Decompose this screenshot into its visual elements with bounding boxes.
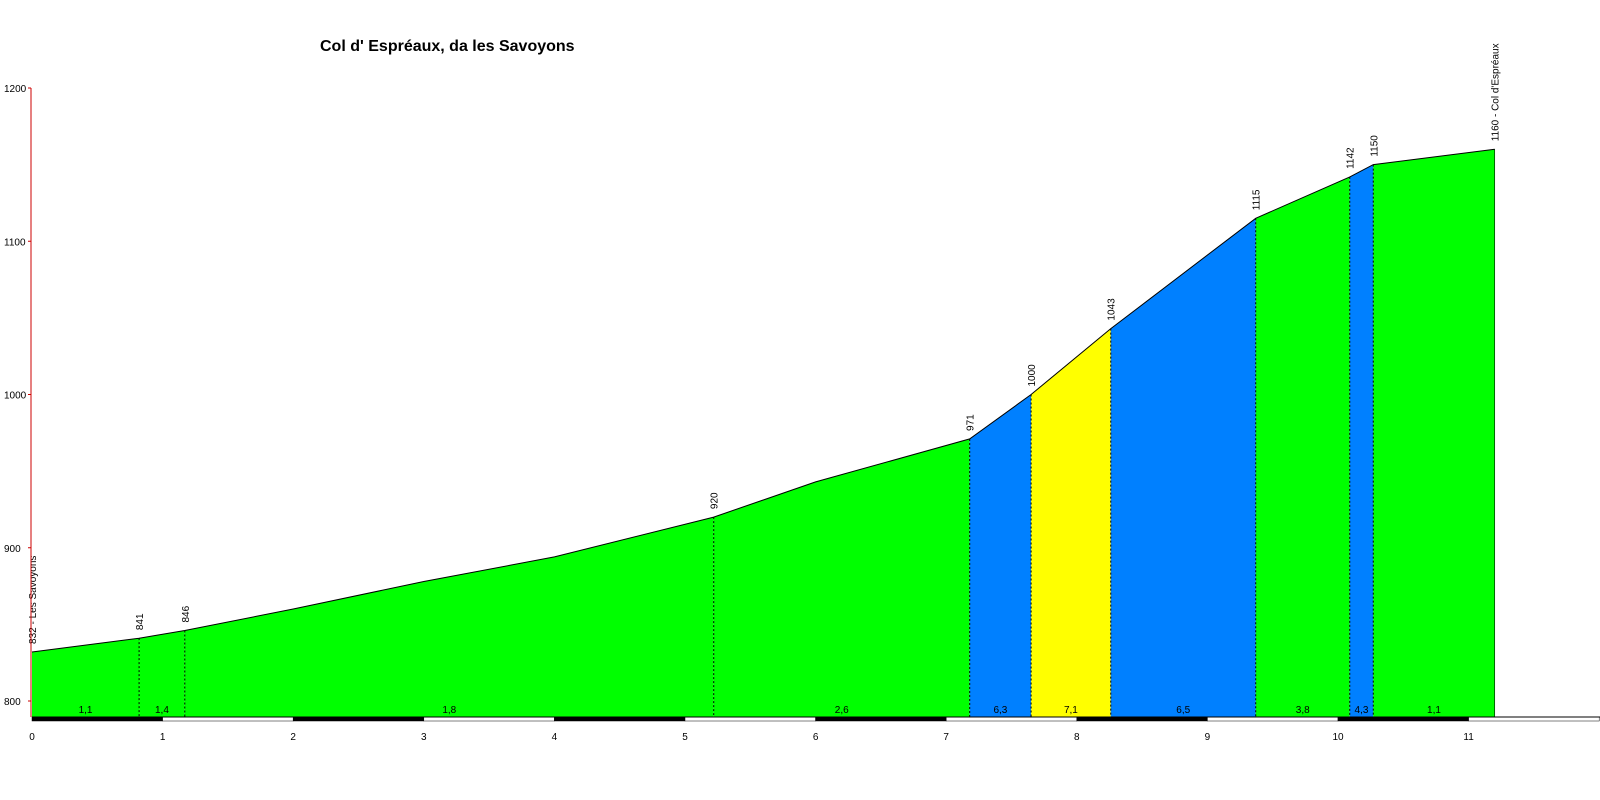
segment-fill-9	[1349, 164, 1374, 718]
scale-block-1	[162, 716, 294, 722]
scale-block-4	[554, 716, 686, 722]
segment-fill-1	[32, 638, 140, 717]
gradient-label-7: 6,5	[1176, 705, 1190, 716]
gradient-label-3: 1,8	[442, 705, 456, 716]
y-tick-label-1200: 1200	[4, 84, 27, 95]
waypoint-label-841: 841	[135, 613, 146, 630]
segment-dividers	[138, 164, 1374, 717]
waypoint-label-1115: 1115	[1252, 189, 1263, 210]
gradient-label-6: 7,1	[1064, 705, 1078, 716]
start-label: 832 - Les Savoyons	[28, 556, 39, 644]
segment-fill-3	[184, 517, 714, 717]
y-tick-label-1100: 1100	[4, 237, 26, 248]
axes: 800 900 1000 1100 1200 0 1 2 3 4 5 6 7 8 9 10 11	[4, 84, 1600, 743]
segment-fill-4	[713, 438, 970, 717]
segment-fill-8	[1255, 176, 1350, 717]
profile-outline	[31, 148, 1496, 717]
scale-block-2	[292, 716, 425, 722]
distance-scale-bar	[31, 716, 1600, 722]
waypoint-label-1150: 1150	[1369, 135, 1380, 157]
waypoint-label-1043: 1043	[1107, 298, 1118, 321]
y-tick-label-800: 800	[4, 697, 21, 708]
scale-block-0	[31, 716, 163, 722]
scale-block-6	[815, 716, 947, 722]
summit-label: 1160 - Col d'Espréaux	[1491, 43, 1502, 141]
gradient-label-9: 4,3	[1355, 705, 1369, 716]
gradient-labels: 1,1 1,4 1,8 2,6 6,3 7,1 6,5 3,8 4,3 1,1	[79, 705, 1442, 716]
waypoint-labels: 832 - Les Savoyons 841 846 920 971 1000 1043 11…	[28, 43, 1502, 644]
x-tick-label-6: 6	[813, 732, 819, 743]
gradient-label-4: 2,6	[835, 705, 849, 716]
x-tick-label-11: 11	[1463, 732, 1474, 743]
segment-fill-2	[139, 630, 185, 717]
y-tick-label-1000: 1000	[4, 391, 27, 402]
gradient-label-8: 3,8	[1296, 705, 1310, 716]
waypoint-label-846: 846	[181, 605, 192, 622]
x-tick-label-2: 2	[290, 732, 296, 743]
x-tick-label-7: 7	[943, 732, 949, 743]
waypoint-label-971: 971	[966, 414, 977, 431]
scale-block-8	[1076, 716, 1208, 722]
x-tick-label-5: 5	[682, 732, 688, 743]
x-tick-label-4: 4	[552, 732, 558, 743]
gradient-label-5: 6,3	[993, 705, 1007, 716]
profile-line	[31, 148, 1495, 653]
segment-fill-5	[969, 394, 1032, 717]
segment-fills	[32, 149, 1495, 718]
gradient-label-1: 1,1	[79, 705, 93, 716]
y-tick-label-900: 900	[4, 544, 21, 555]
scale-block-7	[945, 716, 1078, 722]
segment-fill-6	[1031, 328, 1111, 717]
x-tick-label-1: 1	[160, 732, 166, 743]
x-tick-label-3: 3	[421, 732, 427, 743]
x-tick-label-9: 9	[1205, 732, 1211, 743]
waypoint-label-1000: 1000	[1027, 364, 1038, 387]
gradient-label-2: 1,4	[155, 705, 169, 716]
x-tick-label-0: 0	[29, 732, 35, 743]
segment-fill-7	[1110, 218, 1256, 718]
x-tick-label-8: 8	[1074, 732, 1080, 743]
scale-block-9	[1207, 716, 1339, 722]
gradient-label-10: 1,1	[1427, 705, 1441, 716]
scale-block-11	[1468, 716, 1600, 722]
segment-fill-10	[1373, 149, 1495, 718]
scale-block-5	[684, 716, 816, 722]
scale-block-3	[423, 716, 555, 722]
waypoint-label-1142: 1142	[1346, 147, 1357, 169]
x-tick-label-10: 10	[1332, 732, 1344, 743]
chart-title: Col d' Espréaux, da les Savoyons	[320, 38, 575, 55]
waypoint-label-920: 920	[710, 492, 721, 509]
scale-block-10	[1337, 716, 1469, 722]
